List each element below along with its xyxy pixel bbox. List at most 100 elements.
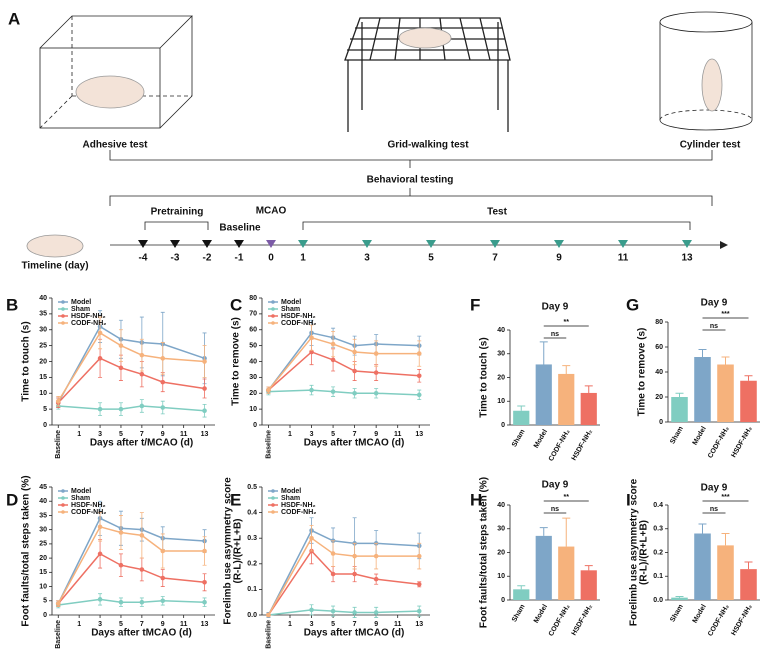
point [139,533,145,538]
significance-label: *** [721,311,729,318]
y-tick-label: 15 [39,374,47,381]
bar [694,357,711,422]
timeline-day: -4 [139,253,148,264]
point [160,405,166,410]
panel-label: B [6,295,18,314]
point [330,571,336,577]
y-tick-label: 25 [39,342,47,349]
panel-label: D [6,490,18,509]
series-line [267,332,420,391]
error-bar [744,375,753,381]
legend-marker [61,489,65,493]
point [416,553,422,559]
y-tick-label: 10 [249,406,257,413]
y-tick-label: 40 [39,498,47,505]
y-axis-label: (R-L)/(R+L+B) [639,520,650,585]
x-tick-label: Model [533,428,549,449]
error-bar [562,517,571,547]
y-tick-label: 0 [659,419,663,426]
legend-marker [61,314,65,318]
point [309,335,314,340]
point [118,343,124,348]
legend-label: Sham [281,495,300,502]
y-tick-label: 0.3 [247,535,257,542]
y-tick-label: 0 [501,422,505,429]
point [416,392,422,398]
point [202,359,207,364]
error-bar [584,385,593,393]
x-tick-label: HSDF-NH₂ [571,428,594,461]
x-tick-label: 13 [201,621,209,628]
point [202,579,207,585]
x-tick-label: 5 [119,431,123,438]
significance-label: ns [710,506,718,513]
legend-marker [61,503,65,507]
series-line [267,537,420,616]
test-label: Grid-walking test [387,140,469,151]
timeline-marker [266,240,276,248]
legend-label: Model [71,299,91,306]
point [373,576,379,582]
timeline-day: 13 [681,253,693,264]
panel-label: I [626,490,631,509]
brackets [109,150,720,246]
x-tick-label: 5 [331,431,335,438]
legend-marker [271,307,275,311]
point [416,351,422,356]
x-tick-label: Baseline [55,430,62,459]
panel-label: A [8,9,20,28]
y-tick-label: 0 [43,612,47,619]
timeline-marker [170,240,180,248]
timeline-marker [362,240,372,248]
timeline-marker [234,240,244,248]
y-tick-label: 30 [497,526,505,533]
point [416,581,422,587]
timeline-day: -2 [203,253,212,264]
point [118,599,124,605]
legend-marker [271,496,275,500]
y-tick-label: 80 [249,295,257,302]
error-bar [539,341,548,365]
timeline-marker [298,240,308,248]
y-tick-label: 40 [39,295,47,302]
bar [558,546,575,600]
y-tick-label: 30 [39,327,47,334]
bar [513,589,530,600]
series-line [267,351,420,391]
chart-title: Day 9 [542,480,569,491]
y-axis-label: Forelimb use asymmetry score [629,478,640,626]
y-tick-label: 0.1 [653,573,663,580]
test-label: Cylinder test [680,140,741,151]
point [309,387,314,393]
x-tick-label: 7 [353,621,357,628]
series-line [267,549,420,616]
x-axis-label: Days after tMCAO (d) [91,628,192,639]
y-tick-label: 10 [39,583,47,590]
x-tick-label: CODF-NH₂ [548,603,572,637]
significance-label: ns [551,506,559,513]
x-tick-label: Sham [669,603,685,623]
y-tick-label: 40 [249,358,257,365]
point [330,608,336,614]
x-tick-label: 9 [374,621,378,628]
timeline-marker [554,240,564,248]
series-line [57,357,205,404]
point [118,365,124,371]
x-tick-label: 3 [310,621,314,628]
legend-label: Model [71,488,91,495]
panel-label: H [470,490,482,509]
timeline-marker [682,240,692,248]
timeline-marker [202,240,212,248]
x-tick-label: 13 [415,621,423,628]
y-tick-label: 10 [497,573,505,580]
x-tick-label: 13 [201,431,209,438]
panel-label: F [470,295,480,314]
point [202,548,207,554]
legend-marker [271,510,275,514]
point [97,524,103,530]
legend-label: HSDF-NH₂ [281,313,316,320]
timeline-day: -1 [235,253,244,264]
adhesive-box [39,15,193,129]
y-tick-label: 0.5 [247,484,257,491]
y-tick-label: 0.0 [247,612,257,619]
